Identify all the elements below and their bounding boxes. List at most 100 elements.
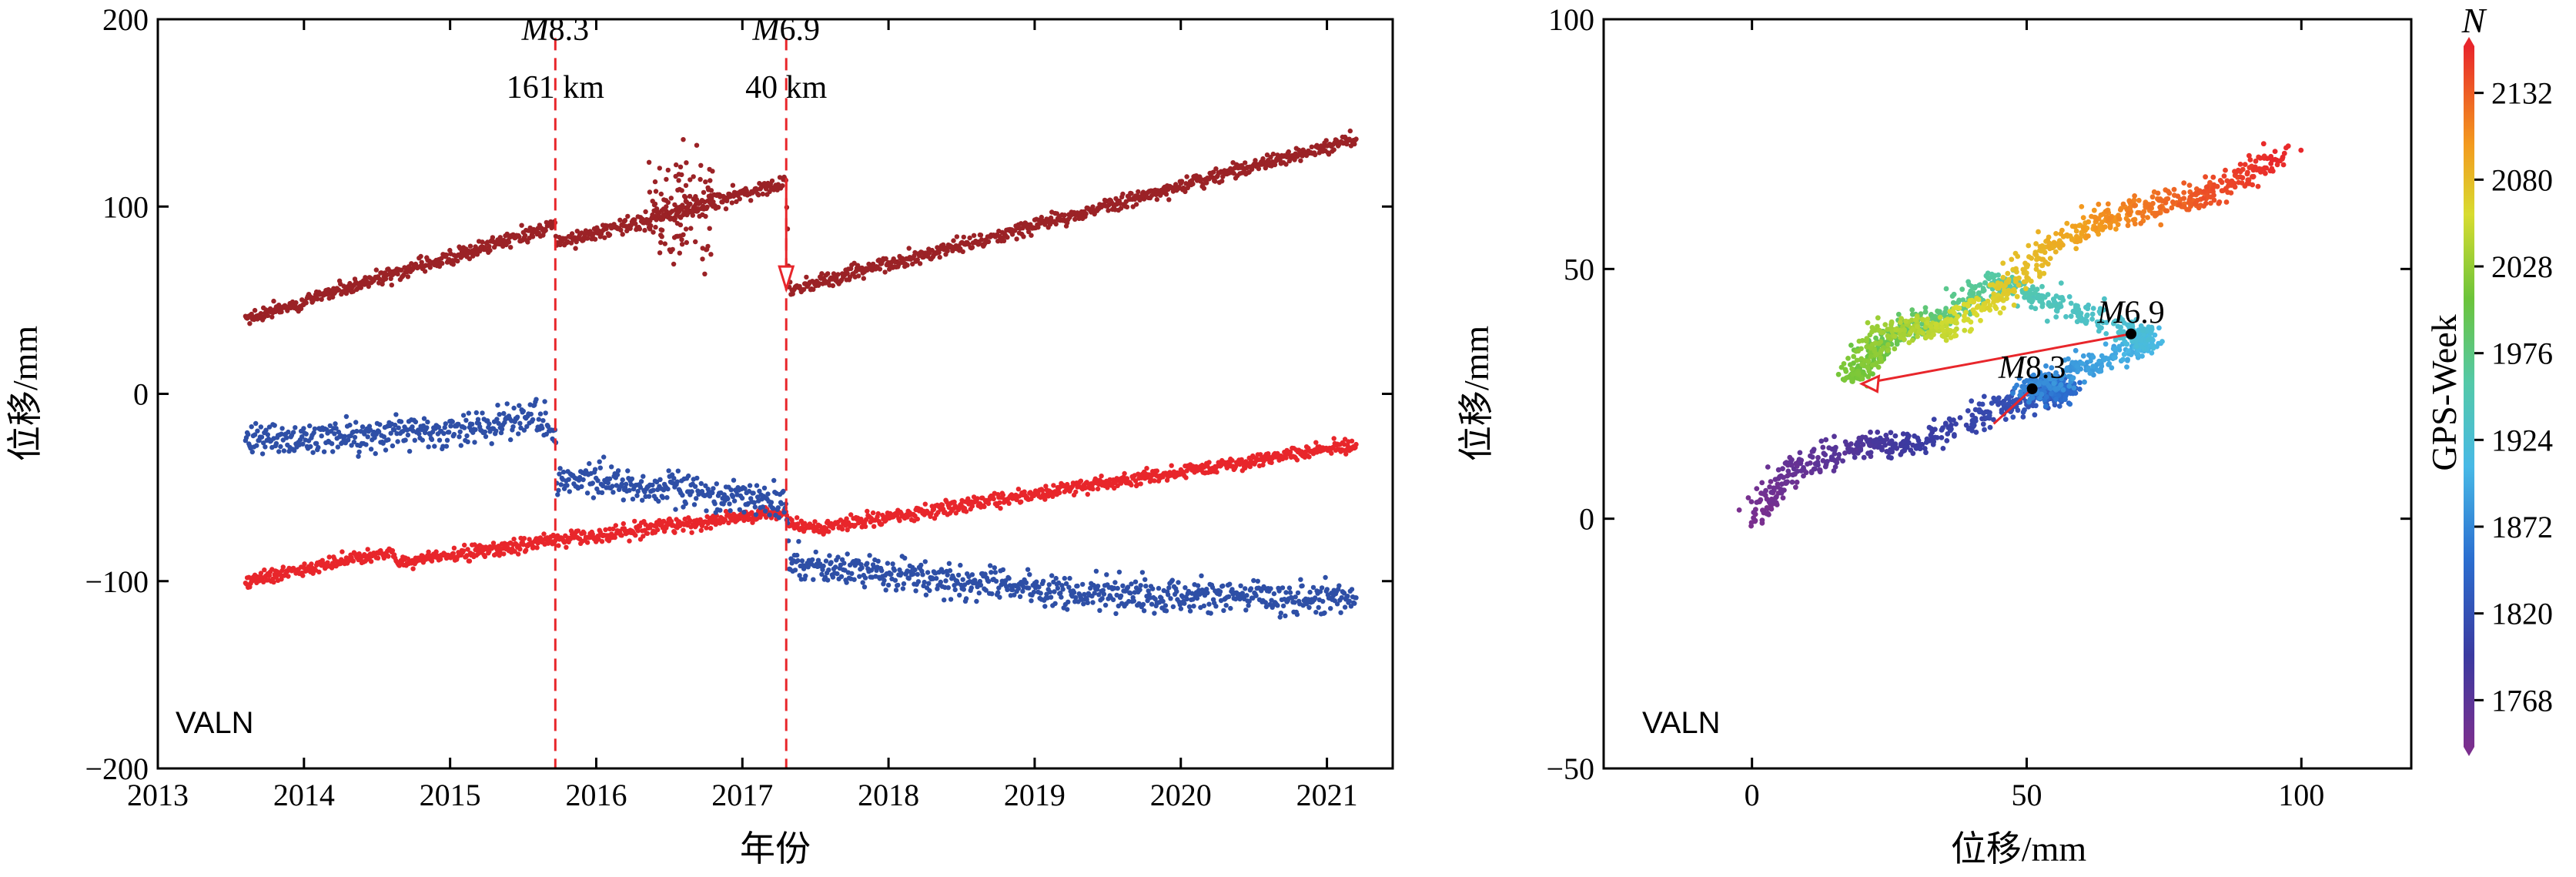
trajectory-point bbox=[2047, 376, 2053, 382]
series-point bbox=[530, 417, 536, 423]
series-point bbox=[612, 534, 617, 541]
series-point bbox=[1073, 594, 1079, 601]
series-point bbox=[1000, 492, 1006, 498]
trajectory-point bbox=[1926, 424, 1932, 430]
series-point bbox=[675, 187, 681, 193]
series-point bbox=[534, 397, 539, 402]
series-point bbox=[989, 570, 994, 575]
series-point bbox=[665, 167, 671, 173]
series-point bbox=[730, 182, 736, 188]
series-point bbox=[860, 580, 865, 585]
series-point bbox=[945, 585, 952, 591]
series-point bbox=[258, 424, 264, 430]
series-point bbox=[499, 427, 505, 432]
series-point bbox=[1195, 583, 1201, 588]
series-point bbox=[1275, 603, 1280, 608]
trajectory-point bbox=[1902, 439, 1907, 445]
series-point bbox=[473, 410, 479, 416]
trajectory-point bbox=[2033, 403, 2039, 409]
trajectory-point bbox=[2150, 345, 2156, 351]
series-point bbox=[1085, 491, 1091, 497]
series-point bbox=[353, 420, 359, 425]
trajectory-point bbox=[2066, 383, 2073, 389]
series-point bbox=[664, 495, 670, 500]
series-point bbox=[703, 483, 708, 488]
series-point bbox=[1104, 572, 1109, 577]
series-point bbox=[698, 527, 704, 533]
series-point bbox=[358, 285, 363, 290]
trajectory-point bbox=[1979, 416, 1985, 422]
series-point bbox=[971, 233, 977, 238]
series-point bbox=[679, 188, 684, 193]
series-point bbox=[450, 551, 456, 556]
series-point bbox=[493, 428, 499, 433]
series-point bbox=[1095, 584, 1101, 589]
series-point bbox=[640, 216, 645, 222]
trajectory-point bbox=[2030, 373, 2036, 379]
trajectory-point bbox=[1957, 415, 1963, 420]
series-point bbox=[821, 563, 826, 569]
trajectory-point bbox=[1915, 437, 1922, 444]
series-point bbox=[1102, 602, 1109, 608]
series-point bbox=[842, 567, 848, 573]
trajectory-point bbox=[2005, 394, 2011, 400]
series-point bbox=[906, 246, 912, 251]
series-point bbox=[1328, 606, 1333, 611]
series-point bbox=[1352, 141, 1357, 147]
trajectory-point bbox=[1877, 435, 1883, 441]
series-point bbox=[462, 425, 467, 430]
trajectory-point bbox=[2049, 365, 2055, 371]
trajectory-point bbox=[2039, 391, 2045, 397]
trajectory-point bbox=[1969, 427, 1975, 433]
trajectory-point bbox=[1952, 433, 1957, 439]
series-point bbox=[917, 261, 923, 266]
trajectory-point bbox=[1981, 393, 1987, 400]
series-point bbox=[255, 428, 260, 433]
series-point bbox=[520, 408, 526, 414]
series-point bbox=[278, 444, 283, 450]
trajectory-point bbox=[1834, 460, 1840, 466]
series-point bbox=[1137, 587, 1142, 593]
series-point bbox=[286, 574, 291, 579]
trajectory-point bbox=[2125, 322, 2130, 328]
series-point bbox=[467, 243, 473, 249]
trajectory-point bbox=[2133, 316, 2139, 323]
trajectory-point bbox=[2139, 337, 2145, 343]
series-point bbox=[460, 413, 467, 418]
series-point bbox=[683, 199, 688, 204]
trajectory-point bbox=[1889, 455, 1894, 461]
series-point bbox=[613, 523, 618, 528]
series-point bbox=[429, 437, 435, 443]
series-point bbox=[737, 507, 742, 512]
series-point bbox=[580, 477, 586, 483]
series-point bbox=[1046, 582, 1052, 587]
series-point bbox=[1085, 600, 1091, 605]
series-point bbox=[482, 429, 488, 435]
series-point bbox=[989, 591, 995, 597]
series-point bbox=[460, 548, 467, 554]
series-point bbox=[1233, 596, 1239, 602]
trajectory-point bbox=[2103, 331, 2109, 336]
series-point bbox=[437, 557, 443, 562]
series-point bbox=[1256, 166, 1262, 172]
series-point bbox=[1049, 573, 1055, 578]
series-point bbox=[1131, 598, 1137, 604]
series-point bbox=[1244, 593, 1250, 598]
series-point bbox=[681, 504, 686, 510]
series-point bbox=[629, 476, 635, 482]
series-point bbox=[1348, 604, 1354, 609]
series-point bbox=[771, 477, 777, 484]
series-point bbox=[1081, 601, 1086, 607]
series-point bbox=[656, 498, 661, 504]
series-point bbox=[1169, 577, 1176, 583]
series-point bbox=[1191, 604, 1196, 609]
series-point bbox=[432, 444, 437, 449]
trajectory-point bbox=[2056, 403, 2062, 409]
trajectory-point bbox=[1858, 447, 1864, 453]
series-point bbox=[714, 481, 719, 487]
series-point bbox=[871, 524, 877, 529]
series-point bbox=[521, 536, 527, 541]
series-point bbox=[658, 239, 664, 246]
series-point bbox=[293, 425, 298, 430]
